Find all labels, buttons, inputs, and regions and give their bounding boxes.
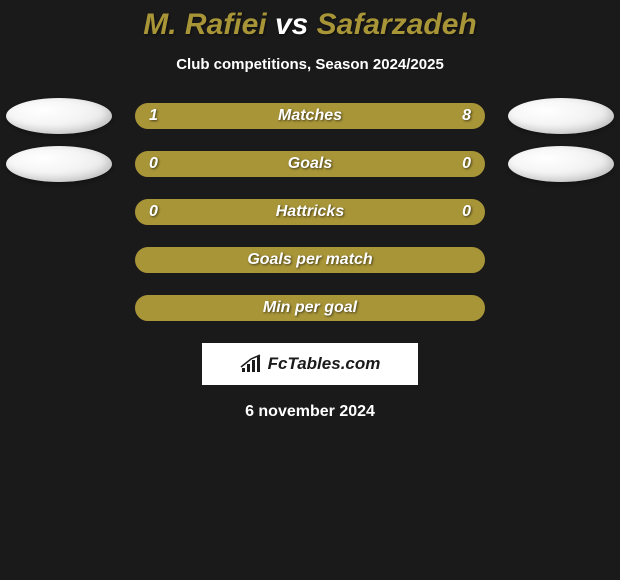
logo-content: FcTables.com	[240, 354, 381, 374]
logo-text: FcTables.com	[268, 354, 381, 374]
page-title: M. Rafiei vs Safarzadeh	[0, 8, 620, 42]
stat-right-value: 8	[462, 107, 471, 125]
player2-photo	[508, 98, 614, 134]
stat-row: Min per goal	[0, 295, 620, 321]
stat-rows: 1 Matches 8 0 Goals 0 0 Hattricks 0 Goals per mat…	[0, 103, 620, 321]
stat-left-value: 0	[149, 203, 158, 221]
subtitle: Club competitions, Season 2024/2025	[0, 56, 620, 73]
stat-bar: 1 Matches 8	[135, 103, 485, 129]
vs-separator: vs	[275, 8, 308, 41]
stat-right-value: 0	[462, 155, 471, 173]
bar-fill-left	[137, 153, 310, 175]
stat-left-value: 1	[149, 107, 158, 125]
stat-right-value: 0	[462, 203, 471, 221]
stat-bar: Goals per match	[135, 247, 485, 273]
player2-name: Safarzadeh	[317, 8, 477, 41]
comparison-container: M. Rafiei vs Safarzadeh Club competition…	[0, 0, 620, 421]
date-text: 6 november 2024	[0, 403, 620, 421]
stat-row: 0 Goals 0	[0, 151, 620, 177]
stat-row: 1 Matches 8	[0, 103, 620, 129]
player2-photo	[508, 146, 614, 182]
stat-label: Hattricks	[276, 203, 344, 221]
bar-fill-right	[310, 153, 483, 175]
player1-name: M. Rafiei	[143, 8, 266, 41]
stat-bar: Min per goal	[135, 295, 485, 321]
stat-left-value: 0	[149, 155, 158, 173]
player1-photo	[6, 98, 112, 134]
stat-bar: 0 Goals 0	[135, 151, 485, 177]
stat-row: 0 Hattricks 0	[0, 199, 620, 225]
stat-row: Goals per match	[0, 247, 620, 273]
stat-label: Goals	[288, 155, 332, 173]
stat-bar: 0 Hattricks 0	[135, 199, 485, 225]
chart-icon	[240, 354, 264, 374]
stat-label: Goals per match	[247, 251, 372, 269]
stat-label: Matches	[278, 107, 342, 125]
player1-photo	[6, 146, 112, 182]
logo-badge[interactable]: FcTables.com	[202, 343, 418, 385]
stat-label: Min per goal	[263, 299, 357, 317]
